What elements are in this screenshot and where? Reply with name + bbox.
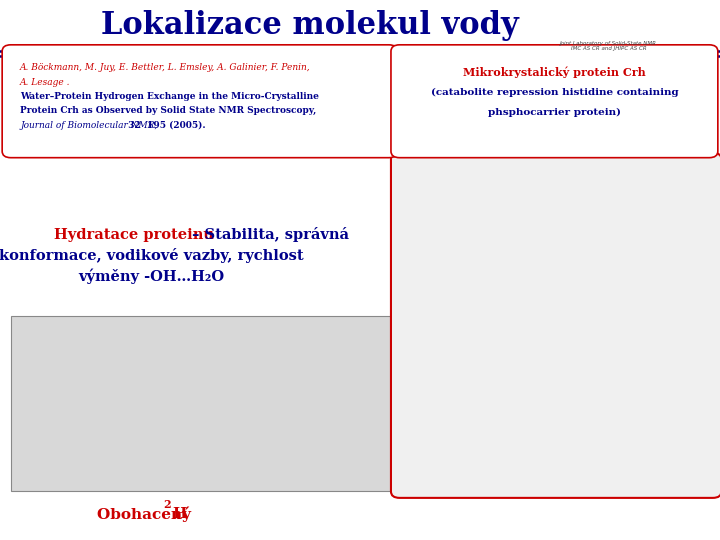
Text: – Stabilita, správná: – Stabilita, správná [187, 227, 349, 242]
Text: Protein Crh as Observed by Solid State NMR Spectroscopy,: Protein Crh as Observed by Solid State N… [20, 106, 316, 115]
Text: A. Lesage .: A. Lesage . [20, 78, 71, 86]
Text: konformace, vodikové vazby, rychlost: konformace, vodikové vazby, rychlost [0, 248, 304, 263]
Text: Water–Protein Hydrogen Exchange in the Micro-Crystalline: Water–Protein Hydrogen Exchange in the M… [20, 92, 319, 101]
Text: výměny -OH…H₂O: výměny -OH…H₂O [78, 268, 224, 284]
Text: Obohacený: Obohacený [97, 507, 197, 522]
Text: Mikrokrystalický protein Crh: Mikrokrystalický protein Crh [463, 66, 646, 78]
Text: Joint Laboratory of Solid-State NMR
IMC AS CR and JHIPC AS CR: Joint Laboratory of Solid-State NMR IMC … [560, 40, 657, 51]
Text: Journal of Biomolecular NMR,: Journal of Biomolecular NMR, [20, 120, 158, 130]
Text: 2: 2 [163, 499, 171, 510]
Text: 32  195 (2005).: 32 195 (2005). [125, 120, 205, 130]
Text: Hydratace proteinu: Hydratace proteinu [54, 228, 214, 242]
Text: phsphocarrier protein): phsphocarrier protein) [488, 108, 621, 117]
FancyBboxPatch shape [2, 45, 397, 158]
Text: (catabolite repression histidine containing: (catabolite repression histidine contain… [431, 88, 678, 97]
Text: H: H [172, 507, 186, 521]
FancyBboxPatch shape [391, 45, 718, 158]
Text: Lokalizace molekul vody: Lokalizace molekul vody [101, 10, 518, 42]
FancyBboxPatch shape [391, 153, 720, 498]
Text: A. Böckmann, M. Juy, E. Bettler, L. Emsley, A. Galinier, F. Penin,: A. Böckmann, M. Juy, E. Bettler, L. Emsl… [20, 63, 311, 72]
FancyBboxPatch shape [11, 316, 403, 491]
